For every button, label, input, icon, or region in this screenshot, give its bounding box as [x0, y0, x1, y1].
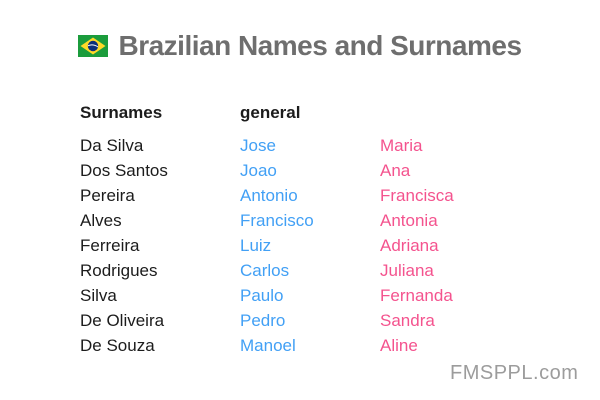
surname-cell: De Souza	[80, 335, 155, 355]
male-name-cell: Antonio	[240, 185, 298, 205]
male-name-cell: Pedro	[240, 310, 286, 330]
table-row: De Souza Manoel Aline	[80, 333, 540, 358]
male-name-cell: Paulo	[240, 285, 284, 305]
table-header-row: Surnames general	[80, 103, 540, 133]
female-name-cell: Aline	[380, 335, 418, 355]
female-name-cell: Antonia	[380, 210, 438, 230]
surname-cell: Pereira	[80, 185, 135, 205]
surname-cell: Alves	[80, 210, 122, 230]
male-name-cell: Luiz	[240, 235, 272, 255]
male-name-cell: Joao	[240, 160, 277, 180]
watermark: FMSPPL.com	[450, 362, 579, 384]
surname-cell: Rodrigues	[80, 260, 158, 280]
surname-cell: Da Silva	[80, 135, 144, 155]
male-name-cell: Francisco	[240, 210, 314, 230]
table-row: Dos Santos Joao Ana	[80, 158, 540, 183]
table-row: Ferreira Luiz Adriana	[80, 233, 540, 258]
table-row: De Oliveira Pedro Sandra	[80, 308, 540, 333]
male-name-cell: Manoel	[240, 335, 296, 355]
female-name-cell: Adriana	[380, 235, 439, 255]
page-header: Brazilian Names and Surnames	[0, 30, 600, 62]
surname-cell: De Oliveira	[80, 310, 165, 330]
surname-cell: Silva	[80, 285, 117, 305]
column-header-general: general	[240, 103, 301, 122]
table-row: Da Silva Jose Maria	[80, 133, 540, 158]
surname-cell: Ferreira	[80, 235, 140, 255]
table-row: Alves Francisco Antonia	[80, 208, 540, 233]
male-name-cell: Jose	[240, 135, 276, 155]
column-header-surnames: Surnames	[80, 103, 163, 122]
female-name-cell: Francisca	[380, 185, 454, 205]
female-name-cell: Fernanda	[380, 285, 453, 305]
female-name-cell: Ana	[380, 160, 411, 180]
surname-cell: Dos Santos	[80, 160, 168, 180]
female-name-cell: Juliana	[380, 260, 434, 280]
names-table: Surnames general Da Silva Jose Maria Dos Sa…	[80, 103, 540, 358]
table-row: Rodrigues Carlos Juliana	[80, 258, 540, 283]
table-body: Da Silva Jose Maria Dos Santos Joao Ana Pereir…	[80, 133, 540, 358]
brazil-flag-icon	[78, 35, 109, 57]
female-name-cell: Maria	[380, 135, 423, 155]
page-title: Brazilian Names and Surnames	[118, 30, 522, 61]
table-row: Pereira Antonio Francisca	[80, 183, 540, 208]
male-name-cell: Carlos	[240, 260, 290, 280]
female-name-cell: Sandra	[380, 310, 435, 330]
table-row: Silva Paulo Fernanda	[80, 283, 540, 308]
